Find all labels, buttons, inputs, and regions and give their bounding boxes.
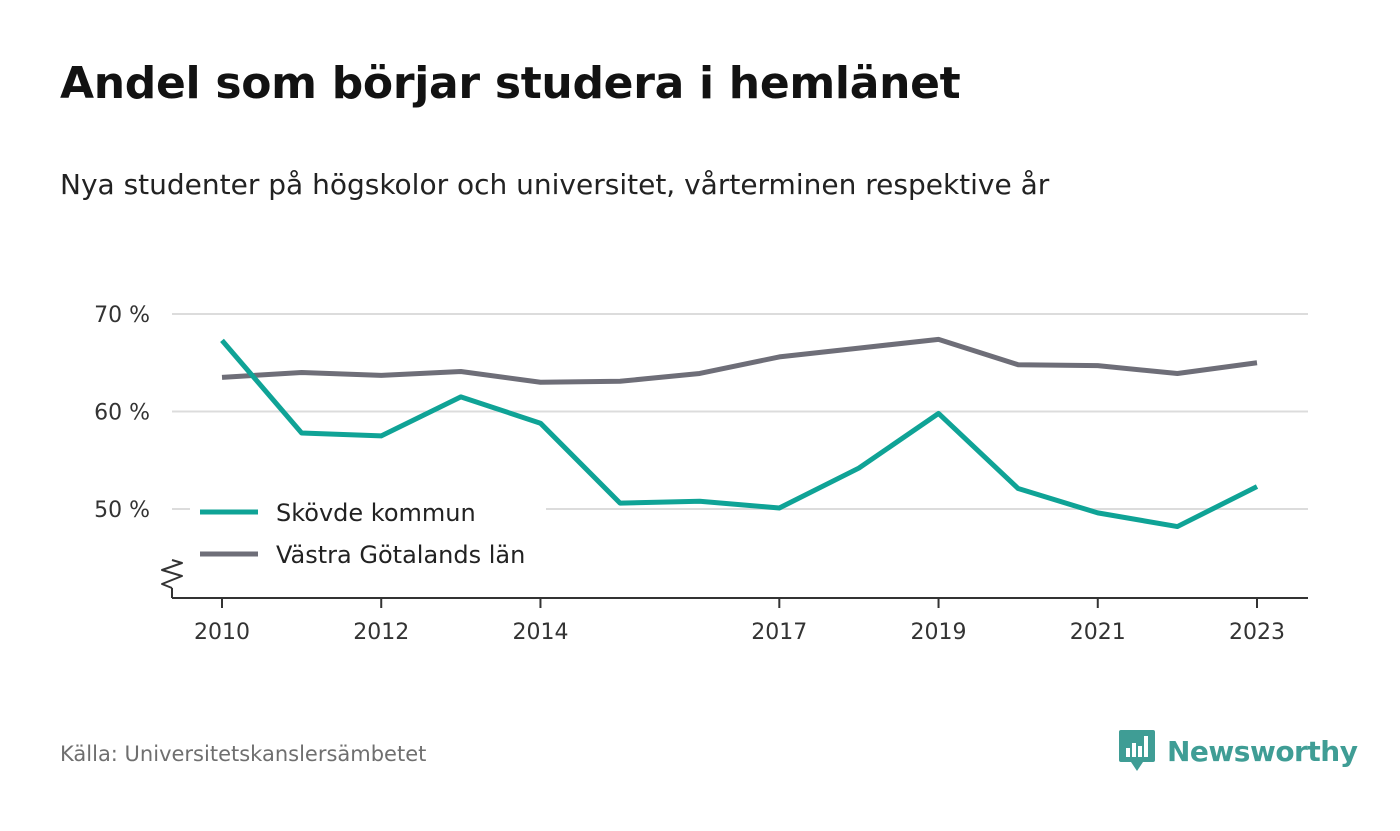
y-tick-label: 60 % xyxy=(94,401,150,426)
x-tick-label: 2019 xyxy=(911,620,967,645)
x-tick-label: 2010 xyxy=(194,620,250,645)
brand-name: Newsworthy xyxy=(1167,734,1358,768)
y-tick-label: 50 % xyxy=(94,498,150,523)
brand-logo[interactable]: Newsworthy xyxy=(1117,728,1358,774)
legend-background xyxy=(190,494,546,578)
line-chart: 50 % 60 % 70 % 2010 2012 2014 2017 2019 2021 2023… xyxy=(94,303,1308,645)
x-tick-label: 2014 xyxy=(512,620,568,645)
legend: Skövde kommun Västra Götalands län xyxy=(190,494,546,578)
x-tick-label: 2017 xyxy=(751,620,807,645)
series-line xyxy=(221,336,1258,385)
legend-label: Västra Götalands län xyxy=(276,541,525,569)
newsworthy-logo-icon xyxy=(1119,730,1155,771)
x-tick-label: 2023 xyxy=(1229,620,1285,645)
chart-title: Andel som börjar studera i hemlänet xyxy=(60,58,961,109)
chart-subtitle: Nya studenter på högskolor och universit… xyxy=(60,168,1050,201)
source-note: Källa: Universitetskanslersämbetet xyxy=(60,742,427,766)
series-line xyxy=(220,338,1259,530)
series-lines xyxy=(220,336,1259,530)
y-axis-break-symbol xyxy=(161,559,183,589)
x-tick-label: 2021 xyxy=(1070,620,1126,645)
legend-label: Skövde kommun xyxy=(276,499,476,527)
axes: 50 % 60 % 70 % 2010 2012 2014 2017 2019 2021 2023 xyxy=(94,303,1308,645)
gridlines xyxy=(172,313,1308,510)
x-tick-label: 2012 xyxy=(353,620,409,645)
y-tick-label: 70 % xyxy=(94,303,150,328)
